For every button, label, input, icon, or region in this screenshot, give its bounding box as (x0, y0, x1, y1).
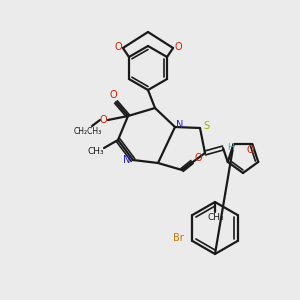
Text: CH₃: CH₃ (88, 148, 104, 157)
Text: CH₂CH₃: CH₂CH₃ (74, 128, 102, 136)
Text: N: N (123, 155, 131, 165)
Text: Br: Br (173, 233, 184, 243)
Text: O: O (109, 90, 117, 100)
Text: O: O (194, 153, 202, 163)
Text: O: O (247, 145, 254, 155)
Text: S: S (203, 121, 209, 131)
Text: O: O (174, 42, 182, 52)
Text: O: O (99, 115, 107, 125)
Text: CH₃: CH₃ (208, 214, 224, 223)
Text: H: H (226, 142, 233, 152)
Text: N: N (176, 120, 184, 130)
Text: O: O (114, 42, 122, 52)
